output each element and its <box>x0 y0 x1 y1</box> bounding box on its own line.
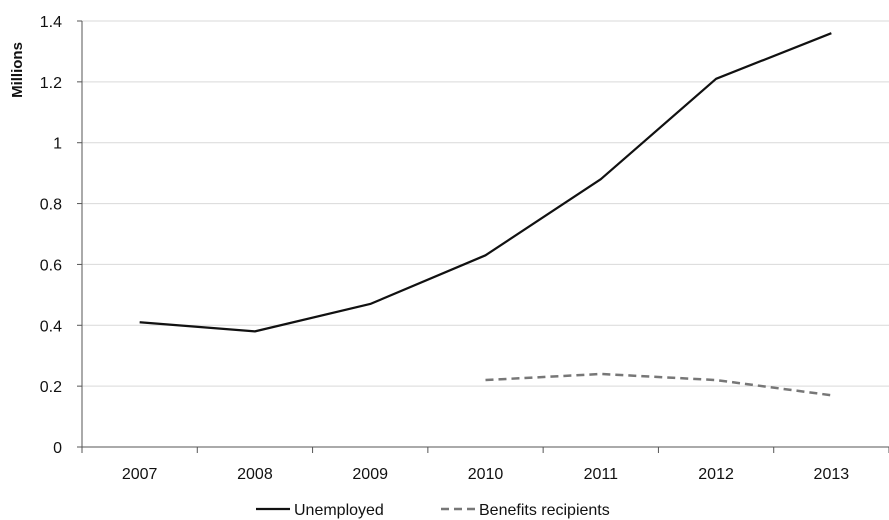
x-tick-label: 2008 <box>237 466 273 483</box>
x-tick-label: 2010 <box>468 466 504 483</box>
y-tick-label: 0.2 <box>40 379 62 396</box>
y-tick-label: 0.6 <box>40 257 62 274</box>
x-tick-label: 2011 <box>584 466 619 483</box>
y-tick-label: 0 <box>53 440 62 457</box>
legend-label: Unemployed <box>294 502 384 519</box>
y-tick-labels: 0 0.2 0.4 0.6 0.8 1 1.2 1.4 <box>40 14 62 457</box>
series-lines <box>139 32 832 397</box>
x-tick-label: 2007 <box>122 466 158 483</box>
y-axis-label: Millions <box>9 42 26 98</box>
legend: Unemployed Benefits recipients <box>256 502 610 519</box>
y-tick-label: 1.4 <box>40 14 62 31</box>
x-tick-label: 2009 <box>352 466 388 483</box>
series-line-unemployed <box>139 32 832 333</box>
y-tick-label: 0.4 <box>40 318 62 335</box>
axes <box>77 20 889 453</box>
y-tick-label: 0.8 <box>40 197 62 214</box>
x-tick-label: 2012 <box>698 466 734 483</box>
gridlines <box>82 20 889 387</box>
x-tick-label: 2013 <box>814 466 850 483</box>
legend-label: Benefits recipients <box>479 502 610 519</box>
y-tick-label: 1.2 <box>40 75 62 92</box>
y-tick-label: 1 <box>53 136 62 153</box>
series-line-benefits-recipients <box>485 372 832 397</box>
x-tick-labels: 2007 2008 2009 2010 2011 2012 2013 <box>122 466 849 483</box>
